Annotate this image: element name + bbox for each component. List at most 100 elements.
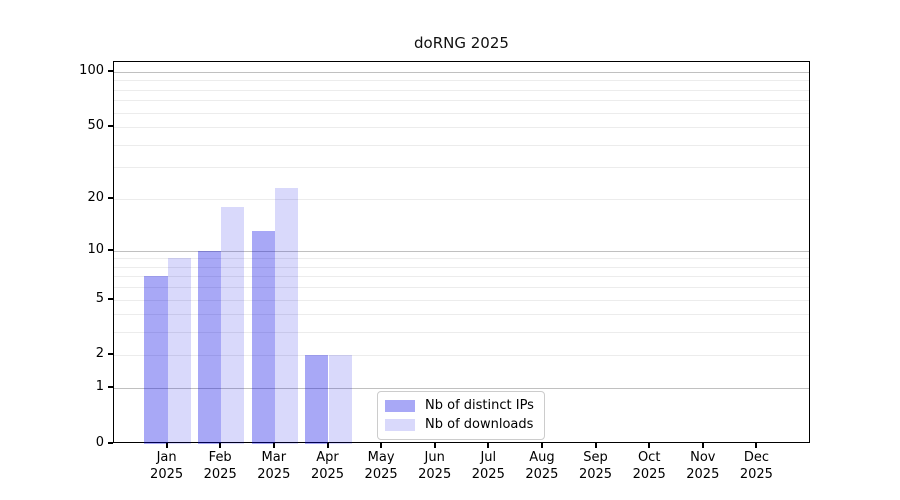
bar-downloads [328,355,352,444]
x-tick-mark [380,443,383,448]
y-tick-mark [108,353,113,356]
grid-line-major [114,72,809,73]
grid-line-minor [114,144,809,146]
grid-line-minor [114,100,809,102]
grid-line-minor [114,355,809,357]
grid-line-minor [114,332,809,334]
grid-line-minor [114,112,809,114]
x-tick-year: 2025 [525,467,559,482]
x-tick-mark [326,443,329,448]
legend-swatch-distinct-ips [385,399,415,412]
y-tick-label: 2 [95,346,104,362]
x-tick-month: Apr [316,450,339,465]
grid-line-minor [114,80,809,82]
legend-item-distinct-ips: Nb of distinct IPs [385,397,534,414]
grid-line-minor [114,299,809,301]
x-tick-mark [487,443,490,448]
x-tick-label: Jun 2025 [403,449,467,483]
y-tick-mark [108,442,113,444]
x-tick-label: Sep 2025 [564,449,628,483]
x-tick-month: Aug [529,450,555,465]
x-tick-label: May 2025 [349,449,413,483]
x-tick-year: 2025 [150,467,184,482]
x-tick-label: Nov 2025 [671,449,735,483]
y-tick-label: 5 [95,290,104,306]
x-tick-year: 2025 [203,467,237,482]
x-tick-label: Feb 2025 [188,449,252,483]
chart-title: doRNG 2025 [414,34,509,52]
x-tick-year: 2025 [632,467,666,482]
bar-distinct-ips [197,250,222,444]
bar-downloads [274,187,299,444]
x-tick-month: Jul [480,450,497,465]
x-tick-mark [701,443,704,448]
plot-area [113,61,810,444]
grid-line-minor [114,198,809,200]
grid-line-minor [114,276,809,278]
x-tick-month: May [367,450,395,465]
x-tick-mark [433,443,436,448]
x-tick-label: Jul 2025 [456,449,520,483]
bar-distinct-ips [251,231,275,444]
y-tick-mark [108,70,113,72]
bar-downloads [167,258,191,444]
x-tick-mark [648,443,651,448]
legend-label-distinct-ips: Nb of distinct IPs [425,398,534,413]
x-tick-label: Mar 2025 [242,449,306,483]
x-tick-mark [755,443,758,448]
bar-downloads [221,206,245,444]
x-tick-mark [219,443,222,448]
y-tick-label: 50 [87,118,104,134]
x-tick-mark [272,443,275,448]
x-tick-mark [165,443,168,448]
grid-line-minor [114,266,809,268]
x-tick-year: 2025 [418,467,452,482]
x-tick-year: 2025 [364,467,398,482]
x-tick-month: Oct [637,450,661,465]
x-tick-year: 2025 [310,467,345,482]
grid-line-major [114,250,809,252]
legend-item-downloads: Nb of downloads [385,416,534,433]
legend-swatch-downloads [385,418,415,431]
grid-line-minor [114,167,809,169]
x-tick-mark [594,443,597,448]
grid-line-minor [114,314,809,316]
legend-label-downloads: Nb of downloads [425,417,534,432]
y-tick-label: 10 [87,241,104,257]
x-tick-label: Jan 2025 [135,449,199,483]
grid-line-major [114,388,809,390]
x-tick-label: Apr 2025 [296,449,360,483]
x-tick-mark [540,443,543,448]
grid-line-minor [114,258,809,260]
x-tick-label: Aug 2025 [510,449,574,483]
y-tick-mark [108,196,113,199]
y-tick-mark [108,297,113,300]
grid-line-minor [114,89,809,91]
y-tick-mark [108,125,113,128]
y-tick-mark [108,248,113,251]
bar-distinct-ips [144,276,168,444]
x-tick-month: Sep [583,450,608,465]
x-tick-label: Oct 2025 [617,449,681,483]
y-tick-label: 0 [95,435,104,450]
grid-line-minor [114,287,809,289]
grid-line-minor [114,127,809,129]
x-tick-month: Dec [743,450,769,465]
x-tick-month: Mar [261,450,287,465]
x-tick-year: 2025 [257,467,291,482]
x-tick-month: Feb [208,450,232,465]
bar-distinct-ips [305,355,329,444]
y-tick-label: 20 [87,189,104,205]
y-tick-label: 100 [79,63,104,78]
x-tick-year: 2025 [686,467,720,482]
x-tick-month: Nov [690,450,716,465]
x-tick-year: 2025 [578,467,613,482]
x-tick-label: Dec 2025 [724,449,788,483]
legend: Nb of distinct IPs Nb of downloads [377,391,545,440]
x-tick-month: Jun [424,450,445,465]
y-tick-mark [108,386,113,389]
x-tick-year: 2025 [471,467,505,482]
x-tick-month: Jan [156,450,177,465]
x-tick-year: 2025 [739,467,773,482]
